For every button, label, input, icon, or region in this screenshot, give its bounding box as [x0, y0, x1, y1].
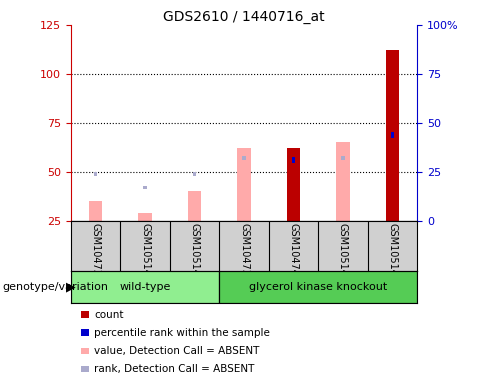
- Bar: [237, 148, 251, 221]
- Bar: [390, 132, 394, 137]
- Bar: [341, 156, 345, 160]
- Bar: [71, 271, 219, 303]
- Text: GSM104740: GSM104740: [288, 223, 299, 282]
- Text: GSM105140: GSM105140: [140, 223, 150, 282]
- Bar: [291, 157, 295, 163]
- Bar: [219, 271, 417, 303]
- Bar: [94, 172, 98, 176]
- Text: rank, Detection Call = ABSENT: rank, Detection Call = ABSENT: [94, 364, 255, 374]
- Bar: [286, 148, 301, 221]
- Text: genotype/variation: genotype/variation: [2, 282, 108, 292]
- Text: GSM105144: GSM105144: [387, 223, 398, 282]
- Bar: [138, 213, 152, 221]
- Text: glycerol kinase knockout: glycerol kinase knockout: [249, 282, 387, 292]
- Text: GSM105141: GSM105141: [189, 223, 200, 282]
- Bar: [193, 172, 197, 176]
- Bar: [336, 142, 350, 221]
- Text: GSM105142: GSM105142: [338, 223, 348, 282]
- Text: ▶: ▶: [66, 281, 76, 293]
- Text: count: count: [94, 310, 123, 320]
- Bar: [187, 192, 202, 221]
- Text: percentile rank within the sample: percentile rank within the sample: [94, 328, 270, 338]
- Title: GDS2610 / 1440716_at: GDS2610 / 1440716_at: [163, 10, 325, 24]
- Text: GSM104738: GSM104738: [90, 223, 101, 282]
- Text: GSM104736: GSM104736: [239, 223, 249, 282]
- Bar: [242, 156, 246, 160]
- Text: wild-type: wild-type: [120, 282, 171, 292]
- Bar: [386, 50, 399, 221]
- Bar: [89, 201, 102, 221]
- Bar: [143, 185, 147, 189]
- Text: value, Detection Call = ABSENT: value, Detection Call = ABSENT: [94, 346, 260, 356]
